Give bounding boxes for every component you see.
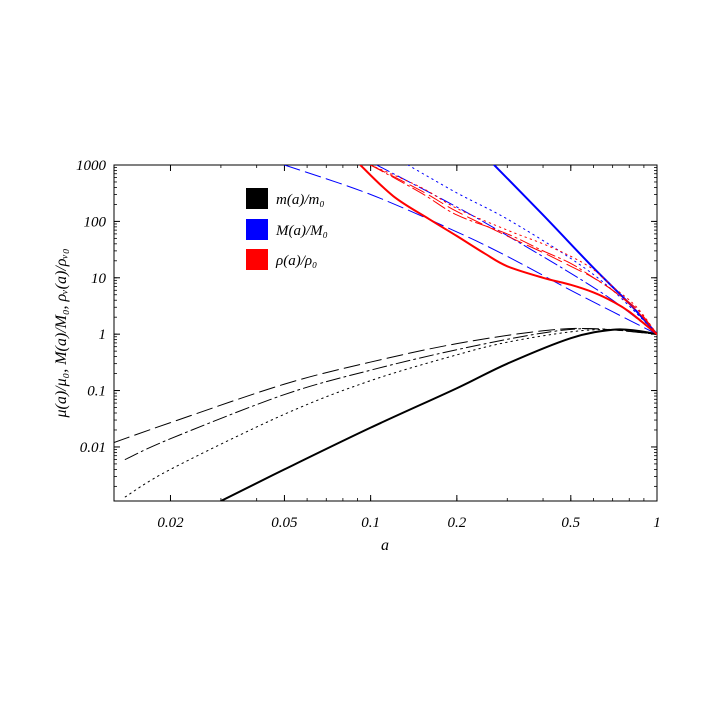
x-axis-label: a — [381, 537, 389, 554]
y-tick-label: 100 — [84, 214, 107, 230]
y-tick-label: 1 — [99, 327, 107, 343]
legend-item-m: m(a)/m₀ — [246, 188, 325, 209]
series-line-8 — [359, 165, 657, 336]
legend-label-m: m(a)/m₀ — [276, 192, 325, 208]
series-group — [114, 165, 657, 501]
x-tick-label: 0.02 — [157, 515, 184, 531]
x-tick-label: 0.2 — [447, 515, 466, 531]
series-line-3 — [114, 327, 657, 443]
y-tick-label: 1000 — [76, 158, 107, 174]
series-line-4 — [493, 165, 657, 336]
legend-swatch-m — [246, 188, 268, 209]
legend: m(a)/m₀ M(a)/M₀ ρ(a)/ρ₀ — [246, 188, 328, 270]
series-line-9 — [370, 165, 657, 335]
y-tick-label: 10 — [91, 271, 107, 287]
legend-swatch-rho — [246, 249, 268, 270]
x-tick-label: 0.05 — [271, 515, 298, 531]
series-line-11 — [370, 165, 657, 335]
tick-marks — [114, 164, 658, 501]
legend-label-M: M(a)/M₀ — [275, 223, 328, 239]
series-line-7 — [283, 165, 657, 335]
x-tick-label: 0.1 — [361, 515, 380, 531]
y-axis-label: μ(a)/μ₀, M(a)/M₀, ρᵥ(a)/ρᵥ₀ — [53, 248, 70, 418]
x-tick-label: 1 — [653, 515, 661, 531]
legend-swatch-M — [246, 219, 268, 240]
series-line-2 — [124, 328, 657, 460]
series-line-0 — [219, 328, 657, 501]
series-line-1 — [124, 329, 657, 498]
y-tick-label: 0.1 — [87, 384, 106, 400]
legend-label-rho: ρ(a)/ρ₀ — [275, 253, 317, 269]
legend-item-rho: ρ(a)/ρ₀ — [246, 249, 317, 270]
y-tick-label: 0.01 — [80, 440, 106, 456]
legend-item-M: M(a)/M₀ — [246, 219, 328, 240]
series-line-10 — [370, 165, 657, 335]
tick-labels: 0.02 0.05 0.1 0.2 0.5 1 0.01 0.1 1 10 100 1000 — [76, 158, 661, 531]
x-tick-label: 0.5 — [561, 515, 580, 531]
